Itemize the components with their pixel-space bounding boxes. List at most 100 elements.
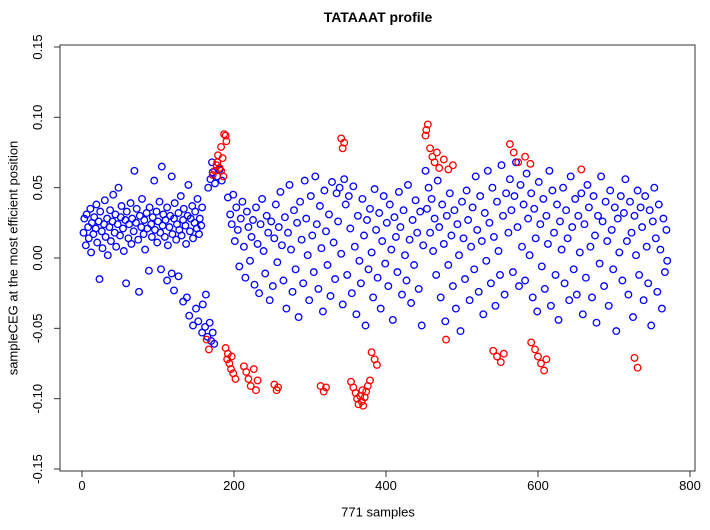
red-data-point xyxy=(213,158,222,167)
blue-data-point xyxy=(323,261,332,269)
blue-data-point xyxy=(592,318,601,327)
blue-data-point xyxy=(557,245,566,254)
blue-data-point xyxy=(246,256,254,265)
blue-data-point xyxy=(201,322,210,331)
blue-data-point xyxy=(113,220,122,229)
blue-data-point xyxy=(154,217,162,226)
blue-data-point xyxy=(624,290,633,299)
blue-data-point xyxy=(382,218,391,227)
blue-data-point xyxy=(458,197,466,206)
blue-data-point xyxy=(233,225,242,234)
chart-title: TATAAAT profile xyxy=(323,9,433,25)
blue-data-point xyxy=(157,162,166,171)
blue-data-point xyxy=(300,176,309,185)
blue-data-point xyxy=(370,185,379,194)
blue-data-point xyxy=(568,223,577,232)
blue-data-point xyxy=(510,192,519,201)
blue-data-point xyxy=(432,270,441,279)
blue-data-point xyxy=(358,194,367,203)
blue-data-point xyxy=(366,204,374,213)
blue-data-point xyxy=(109,190,118,199)
blue-data-point xyxy=(663,256,672,265)
blue-data-point xyxy=(363,216,371,224)
blue-data-point xyxy=(444,261,453,269)
blue-data-point xyxy=(356,279,365,288)
blue-data-point xyxy=(96,207,105,216)
blue-data-point xyxy=(95,275,104,284)
red-data-point xyxy=(577,165,586,174)
blue-data-point xyxy=(476,192,485,201)
blue-data-point xyxy=(445,189,454,198)
red-data-point xyxy=(426,144,435,153)
blue-data-point xyxy=(262,211,271,220)
blue-data-point xyxy=(328,178,336,186)
blue-data-point xyxy=(376,304,385,313)
blue-data-point xyxy=(479,310,488,319)
blue-data-point xyxy=(322,227,330,236)
blue-data-point xyxy=(267,217,276,226)
blue-data-point xyxy=(393,268,402,277)
blue-data-point xyxy=(284,228,292,237)
blue-data-point xyxy=(433,176,442,185)
blue-data-point xyxy=(650,183,659,192)
red-data-point xyxy=(231,375,240,383)
blue-data-point xyxy=(197,221,206,230)
blue-data-point xyxy=(182,239,191,248)
blue-data-point xyxy=(325,210,333,219)
blue-data-point xyxy=(470,265,479,274)
blue-data-point xyxy=(141,245,150,254)
blue-data-point xyxy=(546,301,555,310)
red-data-point xyxy=(423,120,432,129)
blue-data-point xyxy=(656,245,665,254)
blue-data-point xyxy=(244,223,253,232)
blue-data-point xyxy=(486,279,495,288)
blue-data-point xyxy=(421,166,430,175)
blue-data-point xyxy=(277,241,286,250)
blue-data-point xyxy=(100,196,109,205)
blue-data-point xyxy=(198,203,207,212)
blue-data-point xyxy=(616,192,625,201)
blue-data-point xyxy=(106,237,115,246)
blue-data-point xyxy=(238,197,247,206)
blue-data-point xyxy=(545,166,554,175)
blue-data-point xyxy=(648,217,657,226)
blue-data-point xyxy=(148,213,157,222)
blue-data-point xyxy=(303,251,312,260)
red-data-point xyxy=(521,152,530,161)
blue-data-point xyxy=(98,244,107,253)
blue-data-point xyxy=(204,183,213,192)
blue-data-point xyxy=(401,251,409,260)
blue-data-point xyxy=(226,210,235,219)
blue-data-point xyxy=(603,237,612,246)
red-data-point xyxy=(244,375,253,383)
red-data-point xyxy=(366,376,374,385)
red-data-point xyxy=(227,352,236,361)
blue-data-point xyxy=(534,178,543,186)
red-data-point xyxy=(630,353,639,362)
plot-border xyxy=(59,44,696,472)
blue-data-point xyxy=(106,206,115,215)
blue-data-point xyxy=(288,287,297,296)
red-data-point xyxy=(359,401,368,410)
blue-data-point xyxy=(253,239,262,248)
blue-data-point xyxy=(638,223,647,232)
blue-data-point xyxy=(81,241,90,250)
blue-data-point xyxy=(232,203,241,212)
blue-data-point xyxy=(448,282,457,291)
blue-data-point xyxy=(174,272,183,281)
blue-data-point xyxy=(320,186,329,195)
blue-data-point xyxy=(550,228,558,237)
blue-data-point xyxy=(556,217,564,226)
blue-data-point xyxy=(236,214,245,223)
blue-data-point xyxy=(419,241,428,250)
blue-data-point xyxy=(91,224,100,233)
red-data-point xyxy=(358,386,367,395)
blue-data-point xyxy=(135,287,143,296)
blue-data-point xyxy=(217,176,226,185)
blue-data-point xyxy=(439,239,448,248)
red-data-point xyxy=(322,383,330,392)
blue-data-point xyxy=(644,279,653,288)
blue-data-point xyxy=(606,186,615,195)
y-tick-label: -0.10 xyxy=(30,384,45,414)
blue-data-point xyxy=(90,213,99,222)
